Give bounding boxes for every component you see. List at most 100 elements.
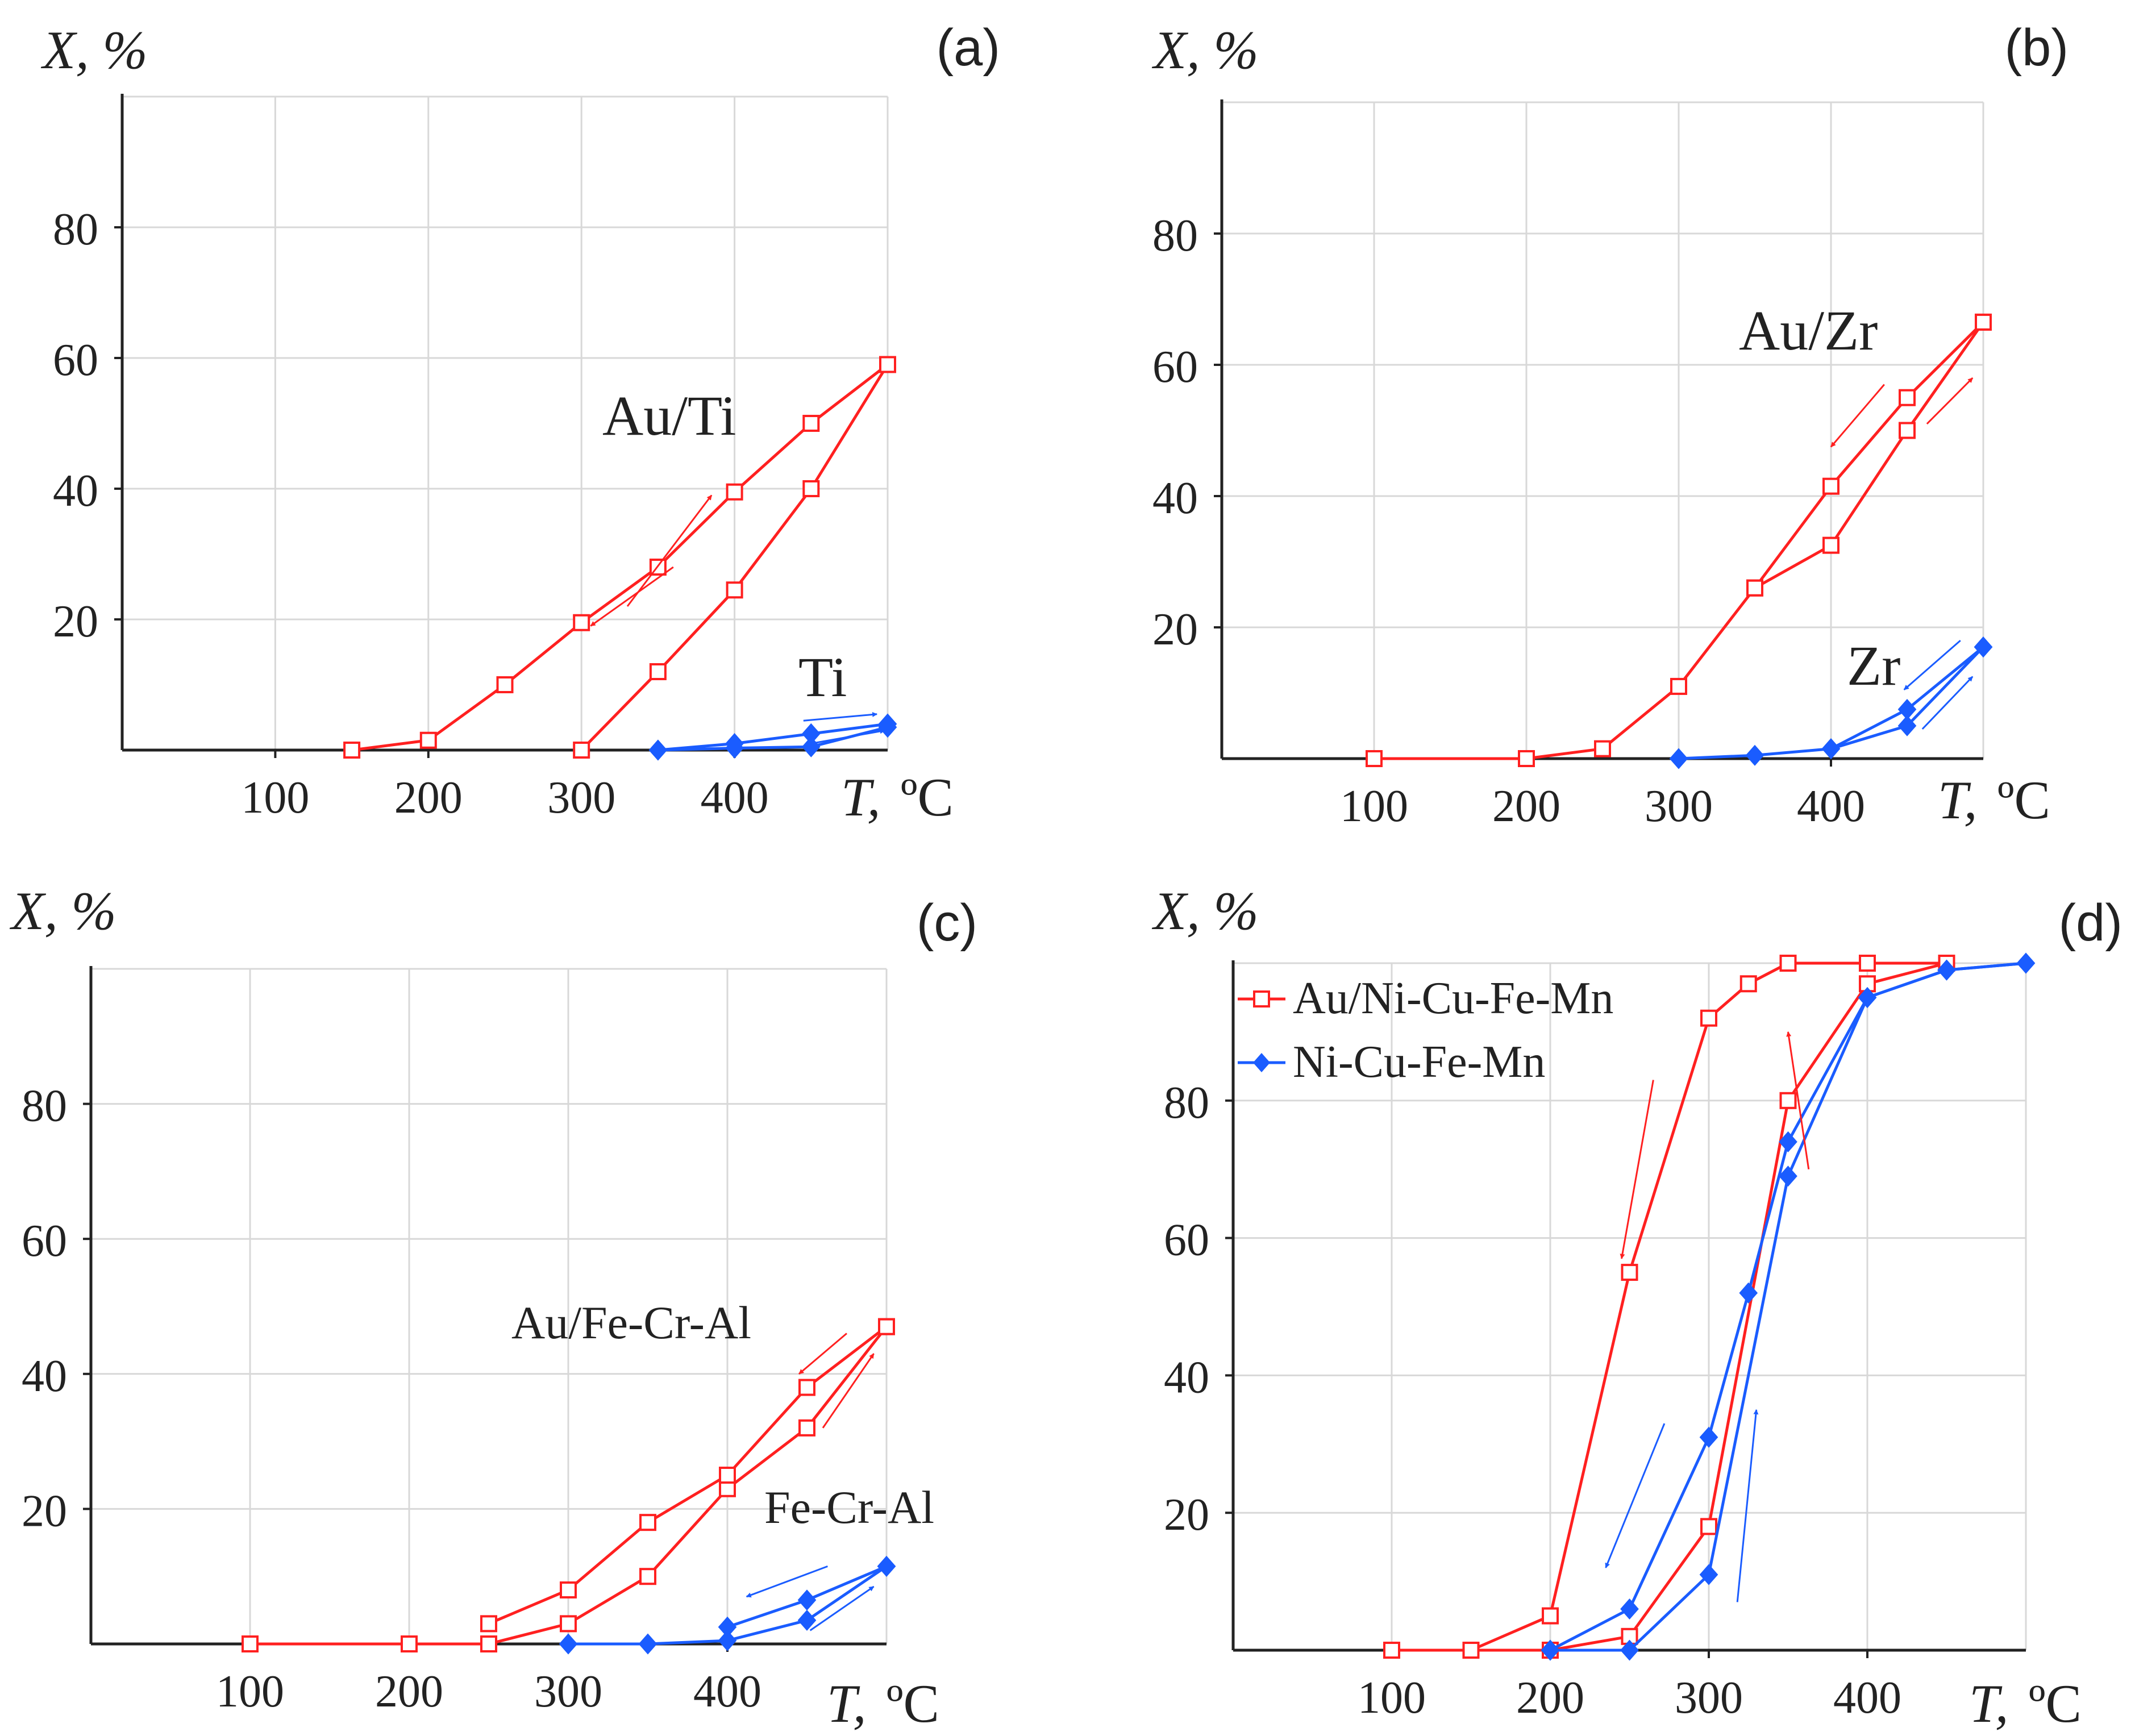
direction-arrow-3 xyxy=(1736,1409,1759,1602)
x-tick-label-100: 100 xyxy=(1358,1673,1426,1723)
x-tick-label-100: 100 xyxy=(216,1667,284,1717)
x-tick-label-200: 200 xyxy=(1516,1673,1584,1723)
data-point-diamond xyxy=(1620,1598,1639,1620)
chart-panel-a: 20 40 60 80 100 200 300 400 (a) X, % T, ºC Au/T… xyxy=(40,19,1000,827)
direction-arrow-2 xyxy=(1903,639,1961,690)
data-point-square xyxy=(343,742,361,759)
data-point-diamond xyxy=(718,1630,737,1651)
data-point-square xyxy=(1975,313,1992,331)
panel-a-label: (a) xyxy=(937,19,1000,77)
panel-c-xlabel-unit: ºC xyxy=(887,1673,939,1734)
data-point-square xyxy=(242,1635,259,1652)
legend-label-au-ni-cu-fe-mn: Au/Ni-Cu-Fe-Mn xyxy=(1293,973,1613,1023)
panel-d-ylabel: X, % xyxy=(1151,881,1259,941)
direction-arrow-2 xyxy=(1605,1423,1666,1568)
y-tick-label-20: 20 xyxy=(22,1486,67,1536)
legend: Au/Ni-Cu-Fe-Mn Ni-Cu-Fe-Mn xyxy=(1238,973,1613,1087)
direction-arrow-0 xyxy=(798,1333,847,1375)
x-tick-label-300: 300 xyxy=(547,773,615,823)
panel-c-xlabel-var: T, xyxy=(827,1673,867,1734)
data-point-diamond xyxy=(2016,952,2036,974)
x-tick-label-200: 200 xyxy=(375,1667,443,1717)
data-point-square xyxy=(649,663,667,680)
data-point-diamond xyxy=(638,1633,657,1655)
direction-arrow-1 xyxy=(1926,377,1974,425)
data-point-square xyxy=(798,1419,815,1437)
data-point-square xyxy=(1670,677,1687,695)
y-tick-label-60: 60 xyxy=(1164,1215,1209,1265)
data-point-diamond xyxy=(877,1555,896,1577)
data-point-diamond xyxy=(1779,1131,1797,1152)
data-point-diamond xyxy=(1779,1165,1797,1187)
y-tick-label-40: 40 xyxy=(1152,473,1198,523)
data-point-square xyxy=(1518,750,1535,767)
panel-c-annotation-aufecral: Au/Fe-Cr-Al xyxy=(511,1297,751,1348)
series-line-3 xyxy=(1549,961,2026,1652)
data-point-square xyxy=(480,1635,497,1652)
x-tick-label-100: 100 xyxy=(241,773,309,823)
panel-a-xlabel-unit: ºC xyxy=(901,767,954,827)
data-point-square xyxy=(1822,477,1839,495)
data-point-diamond xyxy=(1821,738,1841,760)
data-point-square xyxy=(1700,1009,1717,1027)
data-point-square xyxy=(639,1568,656,1585)
data-point-diamond xyxy=(1937,959,1956,981)
x-tick-label-400: 400 xyxy=(1833,1673,1901,1723)
x-tick-label-300: 300 xyxy=(1645,781,1713,831)
y-tick-label-20: 20 xyxy=(1152,605,1198,655)
panel-b-annotation-zr: Zr xyxy=(1847,634,1900,697)
y-tick-label-60: 60 xyxy=(1152,342,1198,392)
y-tick-label-80: 80 xyxy=(1164,1078,1209,1128)
y-tick-label-20: 20 xyxy=(53,597,98,647)
series-line-0 xyxy=(1392,961,1947,1652)
panel-b-xlabel-unit: ºC xyxy=(1997,770,2050,830)
data-point-diamond xyxy=(725,732,744,755)
y-tick-label-80: 80 xyxy=(53,205,98,255)
data-point-square xyxy=(639,1514,656,1531)
direction-arrow-1 xyxy=(1620,1080,1654,1259)
legend-marker-square xyxy=(1253,990,1270,1008)
data-point-square xyxy=(802,480,820,497)
panel-d-xlabel-unit: ºC xyxy=(2029,1673,2082,1734)
panel-c-label: (c) xyxy=(917,894,977,952)
panel-a-xlabel-var: T, xyxy=(841,767,881,827)
data-point-diamond xyxy=(1897,698,1917,720)
data-point-square xyxy=(1899,389,1916,406)
panel-b-xlabel-var: T, xyxy=(1938,770,1978,830)
data-point-diamond xyxy=(1669,748,1688,769)
x-tick-label-100: 100 xyxy=(1340,781,1408,831)
data-point-square xyxy=(419,731,437,749)
data-point-square xyxy=(879,356,896,373)
data-point-square xyxy=(719,1467,736,1484)
panel-d-label: (d) xyxy=(2059,894,2122,952)
data-point-square xyxy=(1822,536,1839,554)
data-point-diamond xyxy=(1699,1426,1718,1448)
y-tick-label-20: 20 xyxy=(1164,1490,1209,1540)
panel-b-ylabel: X, % xyxy=(1151,20,1259,80)
data-point-square xyxy=(573,614,590,631)
legend-label-ni-cu-fe-mn: Ni-Cu-Fe-Mn xyxy=(1293,1037,1545,1087)
data-point-square xyxy=(1899,422,1916,439)
panel-a-annotation-ti: Ti xyxy=(798,646,847,709)
data-point-square xyxy=(798,1379,815,1396)
data-point-square xyxy=(1594,740,1611,757)
x-tick-label-400: 400 xyxy=(701,773,769,823)
direction-arrow-2 xyxy=(803,711,878,722)
data-point-diamond xyxy=(801,723,821,744)
data-point-diamond xyxy=(1699,1564,1718,1585)
data-point-square xyxy=(1542,1607,1559,1625)
data-point-diamond xyxy=(559,1633,578,1655)
data-point-diamond xyxy=(1620,1639,1639,1661)
data-point-diamond xyxy=(1897,715,1917,736)
data-point-square xyxy=(1366,750,1383,767)
data-point-diamond xyxy=(1739,1282,1758,1304)
direction-arrow-0 xyxy=(1830,384,1885,448)
data-point-diamond xyxy=(1974,636,1993,658)
direction-arrow-1 xyxy=(822,1353,875,1429)
data-point-square xyxy=(878,1318,895,1335)
data-point-square xyxy=(1383,1642,1400,1659)
direction-arrow-3 xyxy=(809,1585,875,1631)
series-line-1 xyxy=(1753,321,1984,589)
series-line-0 xyxy=(1374,321,1985,760)
x-tick-label-400: 400 xyxy=(693,1667,761,1717)
